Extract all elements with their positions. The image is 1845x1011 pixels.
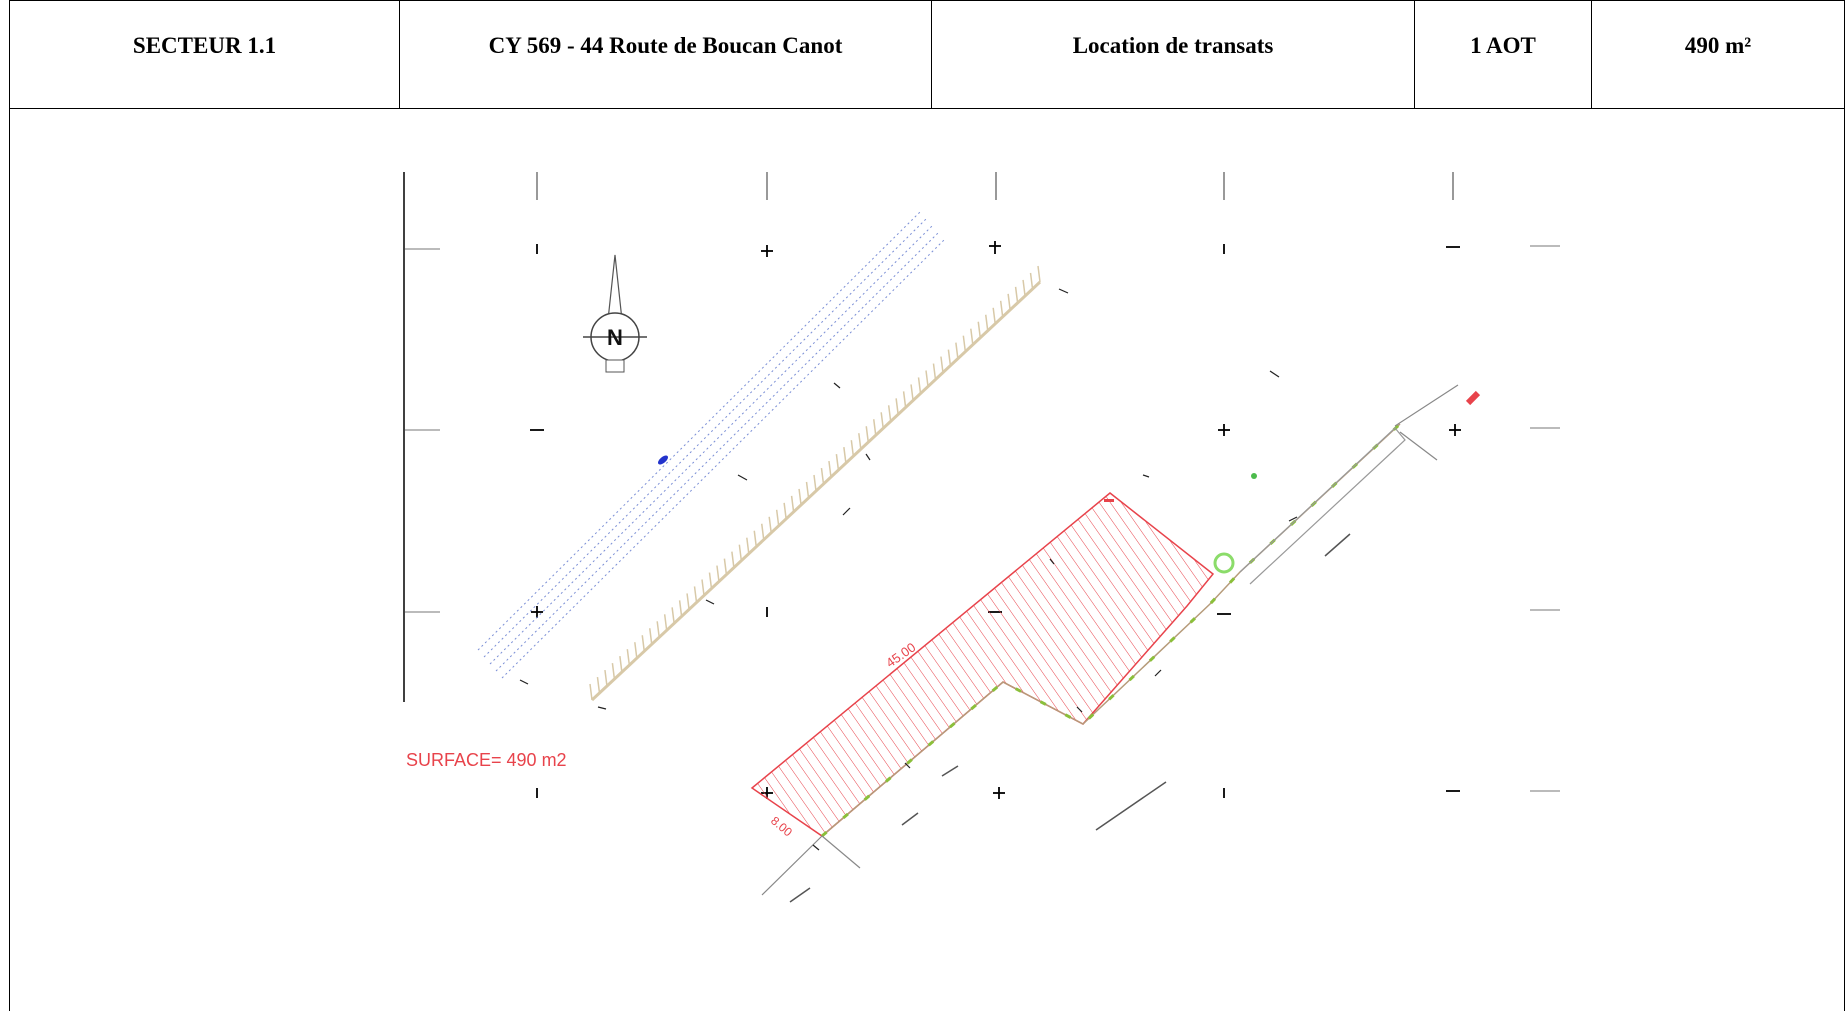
- dimension-width-label: 8.00: [768, 814, 795, 840]
- contour-tick: [865, 426, 870, 443]
- contour-tick: [984, 314, 989, 331]
- contour-tick: [626, 649, 631, 666]
- activity-cell: Location de transats: [932, 1, 1415, 108]
- contour-tick: [663, 614, 668, 631]
- axis-ticks: [405, 245, 1560, 792]
- street-annotations: [789, 533, 1351, 903]
- contour-tick: [641, 635, 646, 652]
- contour-tick: [805, 481, 810, 499]
- hatch-top-marker: [1104, 499, 1114, 502]
- sheet-table: SECTEUR 1.1 CY 569 - 44 Route de Boucan …: [9, 0, 1845, 1011]
- contour-tick: [955, 342, 959, 359]
- contour-tick: [1029, 272, 1034, 290]
- contour-tick: [678, 600, 683, 617]
- contour-tick: [835, 454, 840, 471]
- contour-tick: [902, 391, 907, 408]
- contour-tick: [999, 300, 1004, 317]
- contour-tick: [970, 328, 974, 345]
- contour-tick: [917, 377, 922, 394]
- hatched-surface-area: [750, 492, 1215, 837]
- contour-tick: [701, 579, 705, 596]
- contour-tick: [925, 370, 929, 387]
- area-cell: 490 m²: [1684, 32, 1752, 58]
- contour-tick: [932, 363, 937, 380]
- contour-tick: [843, 447, 847, 464]
- top-tick-marks: [536, 172, 1454, 200]
- green-dot: [1251, 473, 1257, 479]
- contour-tick: [880, 412, 884, 429]
- contour-tick: [760, 523, 765, 540]
- contour-tick: [820, 467, 825, 485]
- contour-tick: [813, 474, 817, 492]
- contour-tick: [738, 544, 743, 561]
- contour-line: [589, 265, 1042, 702]
- contour-tick: [753, 530, 758, 547]
- red-marker: [1465, 390, 1481, 406]
- contour-tick: [1014, 286, 1019, 303]
- contour-tick: [604, 669, 608, 687]
- contour-tick: [872, 419, 877, 436]
- contour-tick: [596, 676, 601, 694]
- contour-tick: [656, 621, 660, 638]
- contour-tick: [850, 440, 855, 457]
- header-row: SECTEUR 1.1 CY 569 - 44 Route de Boucan …: [10, 0, 1844, 109]
- contour-tick: [589, 683, 593, 701]
- contour-tick: [910, 384, 914, 401]
- contour-tick: [619, 656, 623, 673]
- contour-tick: [798, 488, 802, 506]
- contour-tick: [693, 586, 698, 603]
- contour-tick: [708, 572, 713, 589]
- contour-tick: [746, 537, 750, 554]
- dotted-shoreline: [477, 211, 945, 679]
- contour-tick: [1022, 279, 1026, 297]
- contour-tick: [858, 433, 862, 450]
- contour-tick: [648, 628, 653, 645]
- contour-tick: [731, 551, 735, 568]
- contour-tick: [716, 565, 720, 582]
- contour-tick: [1037, 265, 1041, 283]
- contour-tick: [768, 516, 772, 533]
- contour-tick: [962, 335, 967, 352]
- contour-tick: [887, 405, 892, 422]
- boundary-line: [761, 384, 1459, 896]
- contour-tick: [723, 558, 728, 575]
- contour-tick: [783, 502, 787, 519]
- aot-cell: 1 AOT: [1415, 1, 1592, 108]
- blue-marker: [658, 455, 668, 465]
- contour-tick: [992, 307, 996, 324]
- contour-tick: [686, 593, 690, 610]
- contour-tick: [775, 509, 780, 526]
- contour-tick: [1007, 293, 1011, 310]
- parcel-cell: CY 569 - 44 Route de Boucan Canot: [400, 1, 932, 108]
- contour-tick: [671, 607, 675, 624]
- surface-label: SURFACE= 490 m2: [406, 750, 567, 770]
- north-letter: N: [607, 325, 623, 350]
- contour-tick: [634, 642, 638, 659]
- contour-tick: [940, 356, 944, 373]
- green-marker: [1213, 552, 1235, 574]
- north-arrow-icon: N: [583, 254, 647, 373]
- scattered-marks: [519, 288, 1298, 851]
- contour-tick: [611, 663, 616, 680]
- contour-tick: [828, 460, 832, 478]
- contour-tick: [895, 398, 899, 415]
- contour-tick: [790, 495, 795, 512]
- contour-tick: [947, 349, 952, 366]
- contour-tick: [977, 321, 982, 338]
- sector-cell: SECTEUR 1.1: [10, 1, 400, 108]
